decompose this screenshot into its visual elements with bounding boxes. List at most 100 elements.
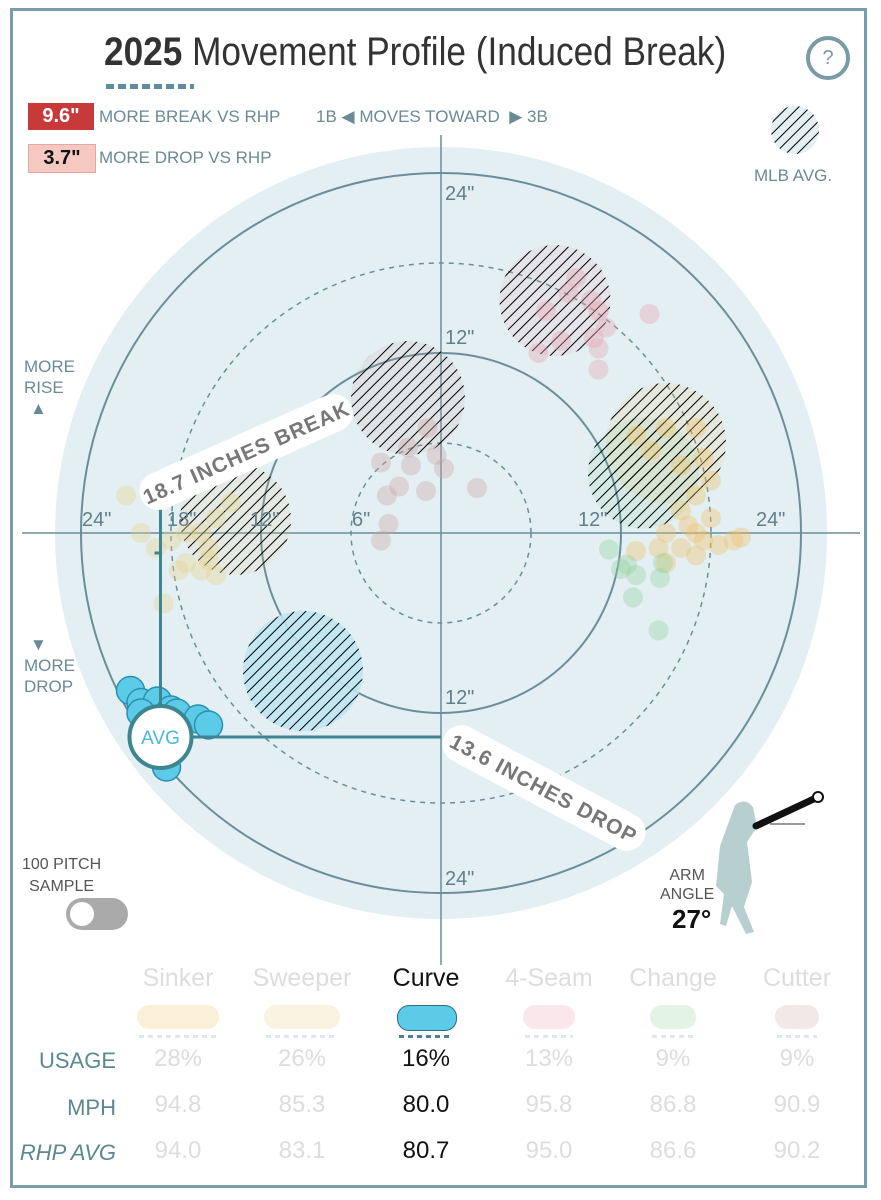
pitch-usage-value: 26% xyxy=(277,1045,327,1072)
pitch-point-4-seam xyxy=(584,328,604,348)
pitch-point-sweeper xyxy=(116,485,136,506)
more-rise-line2: RISE xyxy=(24,378,64,397)
triangle-down-icon: ▼ xyxy=(30,635,47,654)
pitch-point-sinker xyxy=(701,508,721,528)
tick-label: 24" xyxy=(756,509,785,531)
pitch-point-change xyxy=(650,568,670,588)
sample-toggle-label: 100 PITCH SAMPLE xyxy=(22,854,101,898)
pitch-tab-curve[interactable]: Curve xyxy=(392,964,460,992)
pitch-tab-4-seam[interactable]: 4-Seam xyxy=(505,964,593,992)
pitch-point-sinker xyxy=(626,541,646,561)
pitch-rhp-avg-value: 86.6 xyxy=(649,1137,697,1164)
pitch-point-4-seam xyxy=(588,338,609,359)
pitch-point-sweeper xyxy=(198,538,219,558)
break-diff-badge: 9.6" xyxy=(28,103,94,130)
pitch-point-sinker xyxy=(731,527,751,548)
pitch-usage-value: 16% xyxy=(401,1045,451,1072)
pitch-swatch-cutter xyxy=(775,1005,819,1029)
pitch-swatch-change xyxy=(650,1005,696,1029)
pitch-point-sweeper xyxy=(191,523,211,543)
pitch-usage-value: 13% xyxy=(524,1045,574,1072)
pitch-point-cutter xyxy=(377,485,397,506)
tick-label: 24" xyxy=(445,183,474,205)
pitch-mph-value: 86.8 xyxy=(649,1091,697,1118)
pitch-point-cutter xyxy=(371,530,391,551)
pitch-point-sinker xyxy=(641,440,661,461)
pitch-point-sweeper xyxy=(206,565,226,585)
pitch-point-cutter xyxy=(398,437,418,458)
pitch-point-sweeper xyxy=(168,560,189,581)
pitch-point-sinker xyxy=(708,535,729,555)
pitch-point-4-seam xyxy=(581,290,601,311)
pitch-point-4-seam xyxy=(588,359,609,380)
pitch-point-cutter xyxy=(434,458,454,479)
pitch-rhp-avg-value: 94.0 xyxy=(154,1137,202,1164)
pitch-point-sinker xyxy=(686,523,706,543)
pitch-tab-sweeper[interactable]: Sweeper xyxy=(252,964,352,992)
pitch-point-4-seam xyxy=(551,331,571,351)
pitch-usage-value: 9% xyxy=(779,1045,815,1072)
pitch-point-sweeper xyxy=(191,560,211,581)
pitch-point-sinker xyxy=(686,485,706,506)
pitch-point-4-seam xyxy=(528,343,549,363)
pitch-point-change xyxy=(599,539,619,560)
break-annotation-pill xyxy=(139,393,353,511)
title-underline xyxy=(106,84,194,89)
pitch-point-cutter xyxy=(426,445,447,465)
pitch-point-sinker xyxy=(648,538,669,558)
pitch-point-sweeper xyxy=(153,593,174,614)
pitch-mph-value: 80.0 xyxy=(402,1091,450,1118)
mlb-avg-curve-hatch xyxy=(243,611,363,731)
pitch-usage-value: 28% xyxy=(153,1045,203,1072)
pitch-underline xyxy=(266,1035,338,1038)
pitch-point-cutter xyxy=(401,455,421,476)
card-frame xyxy=(10,8,867,1188)
pitch-point-cutter xyxy=(389,476,409,497)
pitch-point-sweeper xyxy=(206,508,226,528)
question-icon: ? xyxy=(822,47,834,69)
pitch-swatch-sweeper xyxy=(264,1005,340,1029)
direction-1b: 1B xyxy=(316,107,337,126)
mph-row-label: MPH xyxy=(67,1095,116,1120)
help-button[interactable]: ? xyxy=(806,36,850,80)
tick-label: 12" xyxy=(578,509,607,531)
pitch-point-change xyxy=(653,553,673,573)
pitch-rhp-avg-value: 95.0 xyxy=(525,1137,573,1164)
avg-marker xyxy=(127,704,194,770)
pitch-point-cutter xyxy=(416,481,436,501)
pitch-point-sweeper xyxy=(131,523,151,543)
pitch-point-change xyxy=(611,559,631,579)
pitch-point-change xyxy=(623,587,643,608)
pitch-point-sinker xyxy=(693,448,714,468)
pitch-point-4-seam xyxy=(588,301,609,321)
drop-annotation-pill xyxy=(442,725,646,851)
pitch-rhp-avg-value: 83.1 xyxy=(278,1137,326,1164)
mlb-avg-sweeper-hatch xyxy=(180,464,291,575)
mlb-avg-legend-hatch xyxy=(771,106,819,154)
pitch-point-cutter xyxy=(378,514,399,534)
pitch-sample-toggle[interactable] xyxy=(66,898,128,930)
more-drop-line1: MORE xyxy=(24,656,75,675)
pitch-point-sinker xyxy=(656,523,676,543)
pitch-point-sinker xyxy=(671,455,691,476)
pitch-point-sinker xyxy=(656,553,676,573)
pitch-point-change xyxy=(648,620,669,641)
mlb-avg-change-hatch xyxy=(588,417,699,529)
pitch-tab-change[interactable]: Change xyxy=(629,964,717,992)
pitch-point-sinker xyxy=(671,500,691,521)
pitch-underline xyxy=(399,1035,453,1038)
tick-label: 6" xyxy=(352,509,370,531)
tick-label: 12" xyxy=(445,687,474,709)
sample-label-line1: 100 PITCH xyxy=(22,856,102,873)
pitch-point-cutter xyxy=(467,478,487,498)
title-text: Movement Profile (Induced Break) xyxy=(192,30,727,74)
pitch-point-sinker xyxy=(686,545,706,566)
pitch-tab-cutter[interactable]: Cutter xyxy=(762,964,832,992)
tick-label: 12" xyxy=(445,327,474,349)
mlb-avg-4-seam-hatch xyxy=(499,245,611,356)
break-diff-label: MORE BREAK VS RHP xyxy=(99,107,281,126)
arm-angle-label: ARM ANGLE xyxy=(660,866,714,904)
pitch-point-sinker xyxy=(701,470,721,491)
pitch-point-4-seam xyxy=(596,317,616,338)
pitch-tab-sinker[interactable]: Sinker xyxy=(142,964,214,992)
